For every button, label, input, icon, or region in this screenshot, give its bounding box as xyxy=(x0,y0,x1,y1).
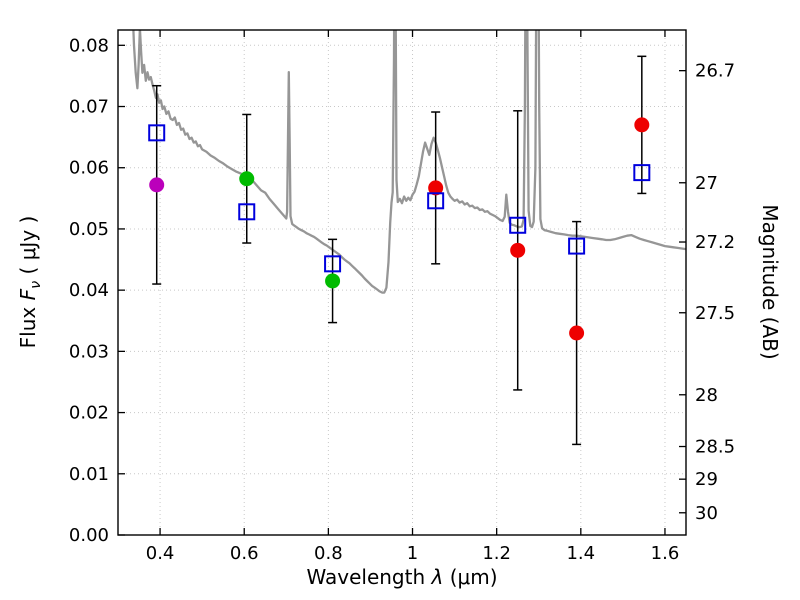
magnitude-tick-label: 28 xyxy=(695,385,718,406)
observed-point-marker xyxy=(325,273,341,289)
magnitude-tick-label: 27.5 xyxy=(695,303,735,324)
x-tick-label: 1.2 xyxy=(482,543,511,564)
flux-tick-label: 0.04 xyxy=(69,280,109,301)
flux-tick-label: 0.05 xyxy=(69,219,109,240)
model-photometry-squares xyxy=(148,124,651,273)
magnitude-tick-label: 26.7 xyxy=(695,61,735,82)
flux-tick-label: 0.00 xyxy=(69,525,109,546)
flux-tick-label: 0.08 xyxy=(69,35,109,56)
flux-tick-label: 0.07 xyxy=(69,97,109,118)
lambda-symbol: λ xyxy=(431,565,444,589)
flux-tick-label: 0.02 xyxy=(69,403,109,424)
magnitude-tick-label: 27.2 xyxy=(695,232,735,253)
observed-point-marker xyxy=(428,180,444,196)
observed-point-marker xyxy=(149,177,165,193)
observed-point-marker xyxy=(569,325,585,341)
magnitude-tick-label: 29 xyxy=(695,469,718,490)
x-axis-label: Wavelength λ (μm) xyxy=(306,565,497,589)
x-tick-label: 1 xyxy=(407,543,418,564)
model-point-marker xyxy=(509,216,527,234)
flux-symbol: F xyxy=(16,288,40,301)
flux-tick-label: 0.01 xyxy=(69,464,109,485)
y-axis-label-flux: Flux Fν ( μJy ) xyxy=(16,216,44,349)
model-point-marker xyxy=(324,255,342,273)
observed-photometry-circles xyxy=(149,117,650,341)
model-point-marker xyxy=(238,203,256,221)
flux-label-units: ( μJy ) xyxy=(16,215,40,281)
axis-ticks xyxy=(118,30,686,536)
x-axis-label-units: (μm) xyxy=(443,565,498,589)
x-tick-label: 0.4 xyxy=(146,543,175,564)
error-bars xyxy=(152,55,647,446)
x-tick-label: 1.6 xyxy=(651,543,680,564)
observed-point-marker xyxy=(239,171,255,187)
model-point-marker xyxy=(148,124,166,142)
magnitude-tick-label: 28.5 xyxy=(695,437,735,458)
flux-symbol-subscript: ν xyxy=(28,280,44,289)
grid-layer xyxy=(118,30,686,536)
flux-label-text: Flux xyxy=(16,300,40,349)
magnitude-tick-label: 30 xyxy=(695,503,718,524)
observed-point-marker xyxy=(634,117,650,133)
model-point-marker xyxy=(568,237,586,255)
model-point-marker xyxy=(427,192,445,210)
x-axis-label-text: Wavelength xyxy=(306,565,432,589)
axes-frame xyxy=(117,29,687,536)
x-tick-label: 0.8 xyxy=(314,543,343,564)
flux-tick-label: 0.03 xyxy=(69,341,109,362)
magnitude-tick-label: 27 xyxy=(695,173,718,194)
model-point-marker xyxy=(633,164,651,182)
tick-labels: 0.4 0.6 0.8 1 1.2 1.4 1.6 0.00 0.01 0.02 0.03 0.04 0… xyxy=(69,35,735,563)
x-tick-label: 0.6 xyxy=(230,543,259,564)
y-axis-label-magnitude: Magnitude (AB) xyxy=(758,204,782,360)
observed-point-marker xyxy=(510,242,526,258)
model-spectrum-line xyxy=(132,30,686,294)
x-tick-label: 1.4 xyxy=(566,543,595,564)
flux-tick-label: 0.06 xyxy=(69,158,109,179)
